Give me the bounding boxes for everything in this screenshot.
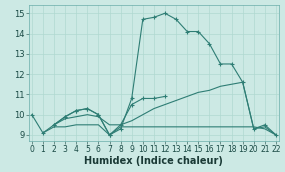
X-axis label: Humidex (Indice chaleur): Humidex (Indice chaleur)	[84, 156, 223, 166]
